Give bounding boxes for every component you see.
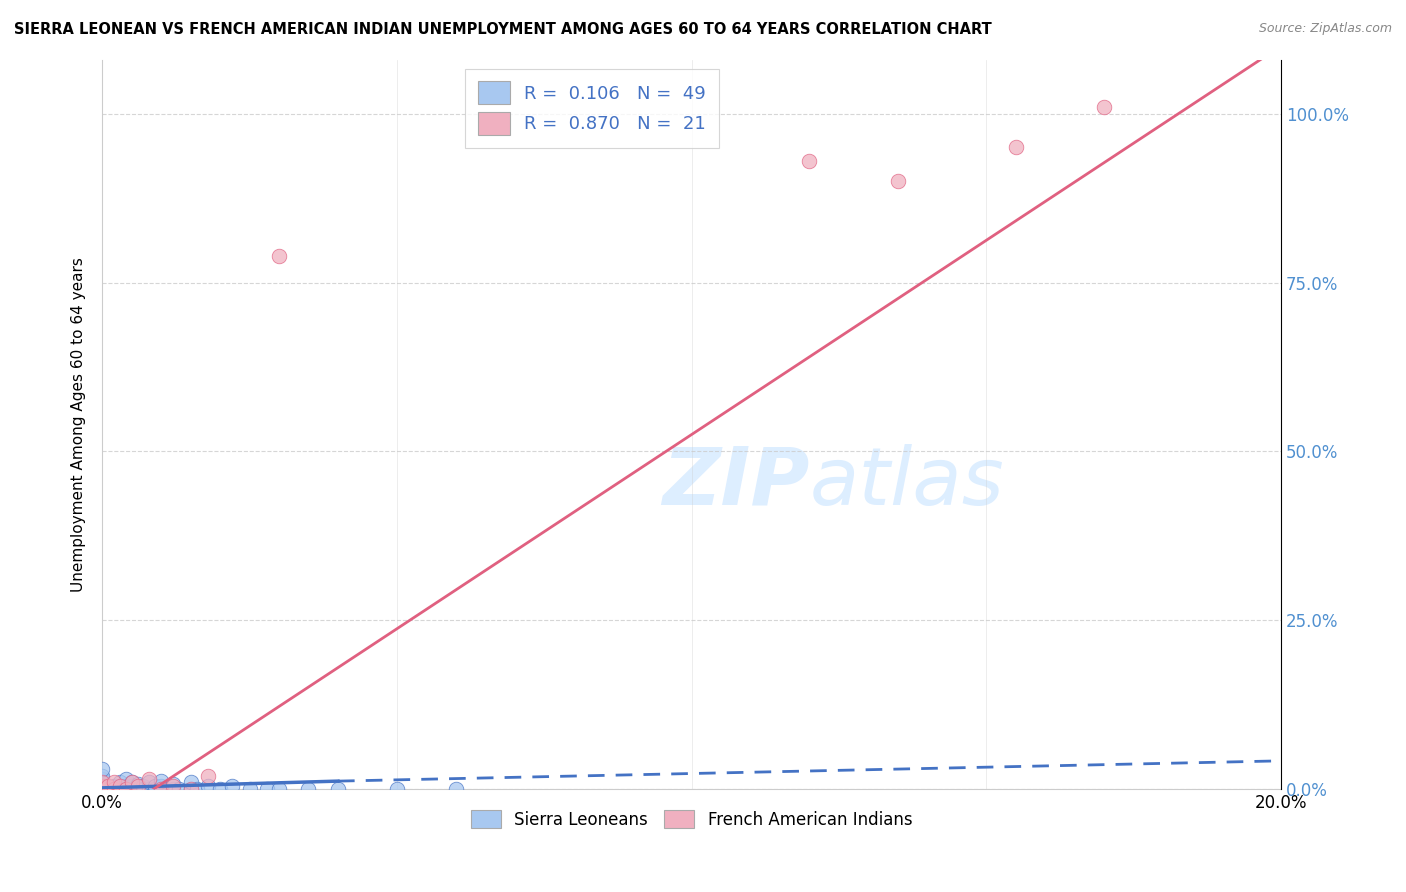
Point — [150, 774, 173, 789]
Point — [209, 782, 232, 797]
Point — [103, 782, 125, 797]
Point — [385, 782, 408, 797]
Point — [121, 779, 143, 793]
Point — [91, 782, 114, 797]
Point — [238, 782, 260, 797]
Legend: Sierra Leoneans, French American Indians: Sierra Leoneans, French American Indians — [464, 804, 920, 836]
Point — [150, 779, 173, 793]
Point — [114, 782, 136, 797]
Point — [162, 777, 184, 791]
Text: ZIP: ZIP — [662, 444, 810, 522]
Point — [121, 782, 143, 797]
Point — [121, 782, 143, 797]
Point — [132, 782, 155, 797]
Point — [91, 782, 114, 797]
Point — [91, 782, 114, 797]
Point — [267, 782, 290, 797]
Point — [91, 769, 114, 783]
Point — [221, 779, 243, 793]
Text: SIERRA LEONEAN VS FRENCH AMERICAN INDIAN UNEMPLOYMENT AMONG AGES 60 TO 64 YEARS : SIERRA LEONEAN VS FRENCH AMERICAN INDIAN… — [14, 22, 991, 37]
Point — [91, 762, 114, 776]
Point — [197, 779, 219, 793]
Point — [138, 782, 160, 797]
Point — [444, 782, 467, 797]
Point — [1092, 100, 1115, 114]
Point — [91, 782, 114, 797]
Point — [256, 782, 278, 797]
Point — [127, 777, 149, 791]
Point — [180, 775, 202, 789]
Point — [114, 779, 136, 793]
Point — [108, 779, 131, 793]
Point — [180, 782, 202, 797]
Point — [1004, 140, 1026, 154]
Point — [186, 782, 208, 797]
Point — [91, 772, 114, 786]
Text: Source: ZipAtlas.com: Source: ZipAtlas.com — [1258, 22, 1392, 36]
Point — [91, 775, 114, 789]
Point — [103, 775, 125, 789]
Point — [91, 775, 114, 789]
Point — [127, 782, 149, 797]
Point — [326, 782, 349, 797]
Point — [91, 782, 114, 797]
Point — [108, 782, 131, 797]
Point — [150, 782, 173, 797]
Point — [267, 248, 290, 262]
Point — [167, 782, 190, 797]
Point — [91, 779, 114, 793]
Point — [138, 772, 160, 786]
Point — [91, 782, 114, 797]
Point — [97, 779, 120, 793]
Point — [887, 174, 910, 188]
Y-axis label: Unemployment Among Ages 60 to 64 years: Unemployment Among Ages 60 to 64 years — [72, 257, 86, 592]
Point — [132, 779, 155, 793]
Point — [799, 153, 821, 168]
Point — [150, 782, 173, 797]
Point — [143, 779, 166, 793]
Point — [121, 775, 143, 789]
Text: atlas: atlas — [810, 444, 1004, 522]
Point — [180, 782, 202, 797]
Point — [91, 782, 114, 797]
Point — [162, 782, 184, 797]
Point — [108, 775, 131, 789]
Point — [297, 782, 319, 797]
Point — [114, 782, 136, 797]
Point — [138, 775, 160, 789]
Point — [114, 772, 136, 786]
Point — [162, 779, 184, 793]
Point — [127, 779, 149, 793]
Point — [197, 769, 219, 783]
Point — [103, 782, 125, 797]
Point — [143, 782, 166, 797]
Point — [108, 779, 131, 793]
Point — [121, 775, 143, 789]
Point — [103, 779, 125, 793]
Point — [91, 782, 114, 797]
